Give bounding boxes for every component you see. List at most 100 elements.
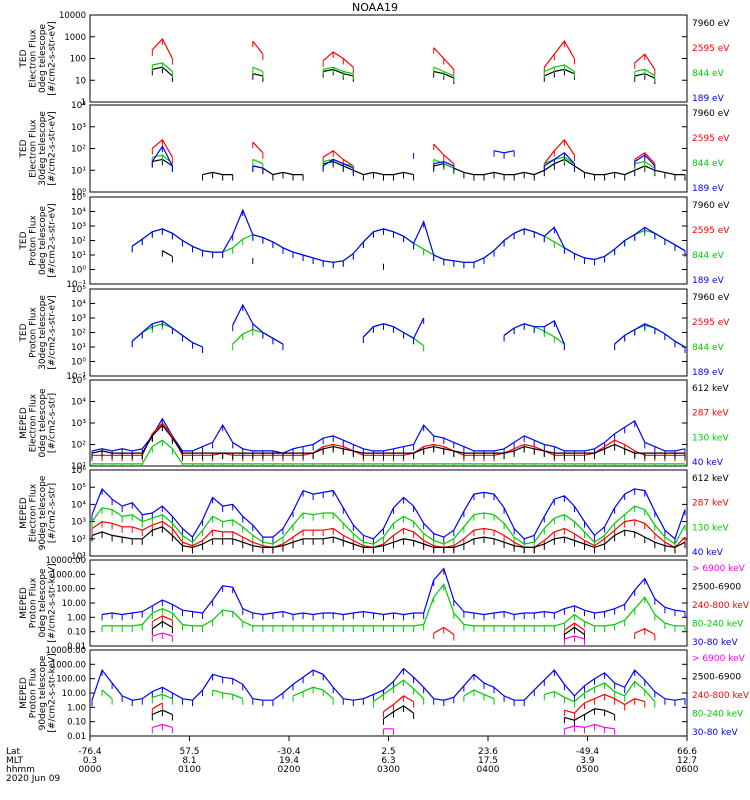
legend-entry: 2595 eV [692,318,730,328]
y-tick-label: 10⁴ [71,208,86,218]
y-tick-label: 10⁵ [71,285,86,295]
y-axis-label-line: TED [19,139,29,158]
footer-mlt-label: 3.9 [580,756,595,766]
y-tick-label: 10000.00 [45,556,86,566]
y-axis-label-line: 30deg telescope [38,295,48,370]
footer-hhmm-label: 0000 [79,765,102,775]
y-tick-label: 10³ [71,123,86,133]
panel-3: 10⁻¹ 10⁰ 10¹ 10² 10³ 10⁴ 10⁵ TEDProton Flux0deg… [19,193,730,290]
panel-frame [89,104,688,193]
series-line-red [152,693,645,714]
y-axis-label: MEPEDElectron Flux90deg telescope[#/cm2-… [19,475,58,550]
series-line-green [152,154,656,169]
legend-entry: 7960 eV [692,293,730,303]
y-axis-label-line: [#/cm2-s-str-eV] [48,203,58,278]
y-axis-label-line: 30deg telescope [38,111,48,186]
legend-entry: 189 eV [692,276,725,286]
series-group [91,417,686,466]
y-axis-label-line: 0deg telescope [38,568,48,638]
y-axis-label-line: 90deg telescope [38,655,48,730]
legend-entry: 80-240 keV [692,620,744,630]
y-axis-label-line: Electron Flux [29,393,39,452]
y-tick-label: 10¹ [71,462,86,472]
y-axis-label: MEPEDProton Flux90deg telescope[#/cm2-s-… [19,653,58,732]
series-line-blue [131,303,686,348]
y-axis-label-line: 0deg telescope [38,24,48,94]
y-tick-label: 0.10 [67,628,86,638]
legend-entry: 130 keV [692,523,729,533]
footer-row-label: MLT [6,756,24,766]
legend-entry: 287 keV [692,499,729,509]
footer-lat-label: -30.4 [277,747,301,757]
footer-lat-label: 57.5 [179,747,199,757]
y-axis-label-line: MEPED [19,407,29,439]
y-tick-label: 10⁰ [71,358,86,368]
series-line-blue [91,667,686,701]
footer-hhmm-label: 0400 [477,765,500,775]
y-tick-label: 10.00 [62,599,86,609]
panel-frame [89,14,688,103]
y-tick-label: 10¹ [71,166,86,176]
legend-entry: 7960 eV [692,19,730,29]
legend-entry: 844 eV [692,159,725,169]
footer-hhmm-label: 0100 [178,765,201,775]
series-group [91,487,686,554]
y-tick-label: 1000 [64,33,86,43]
series-line-black [151,620,585,635]
y-axis-label-line: TED [19,49,29,68]
y-tick-label: 10¹ [71,251,86,261]
plot-title: NOAA19 [352,1,398,14]
legend-entry: 844 eV [692,69,725,79]
y-tick-label: 10000.00 [45,646,86,656]
legend-entry: 612 keV [692,384,729,394]
y-axis-label: MEPEDElectron Flux0deg telescope[#/cm2-s… [19,388,58,458]
y-tick-label: 10² [71,237,86,247]
y-tick-label: 1 [81,98,86,108]
legend-entry: 2595 eV [692,226,730,236]
y-axis-label-line: MEPED [19,677,29,709]
legend-entry: > 6900 keV [692,564,746,574]
series-line-black [162,251,383,264]
y-axis-label-line: MEPED [19,587,29,619]
y-tick-label: 1000.00 [51,570,86,580]
y-axis-label-line: Electron Flux [29,119,39,178]
y-tick-label: 10³ [71,518,86,528]
footer-lat-label: -76.4 [78,747,102,757]
y-tick-label: 10¹ [71,343,86,353]
y-axis-label-line: TED [19,231,29,250]
y-axis-label-line: [#/cm2-s-str-eV] [48,21,58,96]
series-line-red [151,37,656,70]
series-group [91,667,686,735]
legend-entry: 40 keV [692,458,724,468]
legend-entry: 7960 eV [692,201,730,211]
y-axis-label-line: [#/cm2-s-str-keV] [48,563,58,642]
y-tick-label: 100.00 [56,675,86,685]
y-axis-label-line: 90deg telescope [38,475,48,550]
y-axis-label-line: 0deg telescope [38,388,48,458]
y-tick-label: 10² [71,535,86,545]
y-tick-label: 10 [75,76,86,86]
footer-row-label: hhmm [6,765,35,775]
y-tick-label: 10² [71,329,86,339]
footer-mlt-label: 8.1 [182,756,196,766]
y-tick-label: 0.01 [67,642,86,652]
footer-hhmm-label: 0200 [278,765,301,775]
footer-lat-label: 66.6 [677,747,697,757]
legend-entry: 2595 eV [692,44,730,54]
series-line-green [101,679,656,703]
footer-mlt-label: 12.7 [677,756,697,766]
y-axis-label: TEDElectron Flux0deg telescope[#/cm2-s-s… [19,21,58,96]
series-line-red [91,519,686,549]
footer-lat-label: -49.4 [576,747,600,757]
y-axis-label-line: [#/cm2-s-str-eV] [48,111,58,186]
y-axis-label-line: [#/cm2-s-str] [48,483,58,543]
series-line-blue [102,567,686,616]
legend-entry: 844 eV [692,343,725,353]
footer-hhmm-label: 0300 [377,765,400,775]
series-line-green [91,505,686,545]
y-axis-label-line: Proton Flux [29,215,39,266]
y-tick-label: 10³ [71,222,86,232]
y-tick-label: 1000.00 [51,660,86,670]
